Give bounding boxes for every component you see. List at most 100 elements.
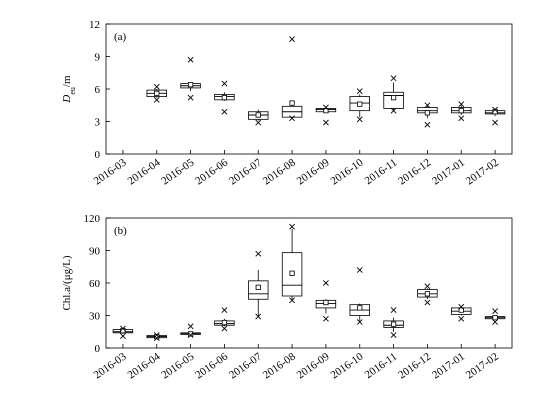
outlier-stroke: [356, 116, 363, 123]
mean-marker: [323, 299, 329, 306]
x-tick-label: 2016-07: [227, 350, 264, 381]
outlier-marker: [289, 223, 296, 230]
mean-marker: [357, 101, 363, 107]
y-axis-label: Chl.a/(μg/L): [61, 255, 73, 310]
outlier-marker: [322, 315, 329, 322]
x-tick-label: 2016-05: [159, 350, 196, 381]
y-tick-label: 120: [84, 213, 101, 225]
box-2016-11: [383, 307, 404, 338]
outlier-marker: [119, 333, 126, 340]
outlier-stroke: [492, 319, 499, 325]
mean-marker: [255, 112, 261, 118]
outlier-marker: [153, 83, 160, 90]
box-rect: [248, 280, 269, 300]
outlier-stroke: [255, 250, 262, 257]
x-tick-label: 2016-10: [329, 350, 366, 381]
outlier-marker: [289, 36, 296, 43]
box-2016-08: [281, 36, 303, 122]
mean-marker: [424, 291, 431, 297]
outlier-stroke: [390, 75, 397, 82]
mean-marker: [255, 284, 261, 290]
outlier-stroke: [153, 96, 160, 103]
x-tick-label: 2016-08: [261, 350, 298, 381]
outlier-stroke: [492, 308, 499, 315]
outlier-stroke: [255, 119, 262, 126]
mean-marker: [154, 90, 160, 96]
outlier-stroke: [187, 332, 194, 338]
y-tick-label: 6: [95, 84, 101, 96]
y-tick-label: 9: [95, 52, 101, 64]
outlier-stroke: [119, 333, 126, 340]
panel-a: 0369122016-032016-042016-052016-062016-0…: [61, 19, 513, 188]
y-tick-label: 0: [95, 149, 101, 161]
outlier-stroke: [458, 115, 465, 122]
outlier-marker: [221, 108, 228, 115]
x-tick-label: 2016-08: [261, 156, 298, 187]
outlier-marker: [492, 106, 499, 113]
box-2016-07: [248, 250, 269, 320]
x-tick-label: 2017-02: [464, 157, 501, 188]
x-tick-label: 2017-01: [430, 157, 467, 188]
outlier-stroke: [356, 319, 363, 325]
outlier-stroke: [289, 223, 296, 230]
outlier-marker: [390, 75, 397, 82]
mean-marker: [323, 108, 329, 114]
outlier-stroke: [322, 315, 329, 322]
x-tick-label: 2016-03: [92, 350, 129, 381]
outlier-marker: [322, 280, 329, 286]
outlier-marker: [492, 319, 499, 325]
box-2017-01: [451, 101, 472, 122]
y-tick-label: 90: [89, 246, 101, 258]
outlier-marker: [221, 307, 228, 314]
box-2016-05: [180, 323, 201, 338]
outlier-stroke: [289, 115, 296, 122]
outlier-marker: [458, 101, 465, 108]
outlier-stroke: [356, 267, 363, 273]
outlier-stroke: [322, 119, 329, 126]
outlier-stroke: [153, 83, 160, 90]
outlier-marker: [255, 119, 262, 126]
x-tick-label: 2016-07: [227, 156, 264, 187]
x-tick-label: 2016-12: [396, 351, 433, 382]
box-rect: [383, 91, 404, 109]
outlier-stroke: [119, 325, 126, 332]
x-tick-label: 2016-04: [126, 350, 163, 381]
outlier-stroke: [322, 104, 329, 111]
box-2016-12: [417, 102, 438, 128]
outlier-stroke: [255, 313, 262, 320]
y-tick-label: 0: [95, 343, 101, 355]
outlier-marker: [356, 116, 363, 123]
outlier-stroke: [187, 94, 194, 101]
box-2017-02: [484, 308, 506, 325]
x-tick-label: 2016-06: [193, 350, 230, 381]
outlier-marker: [187, 323, 194, 330]
box-2016-05: [180, 56, 201, 101]
outlier-marker: [289, 115, 296, 122]
mean-marker: [390, 95, 397, 101]
panel-label: (a): [114, 31, 127, 43]
outlier-marker: [458, 115, 465, 122]
box-2016-09: [315, 280, 337, 322]
box-2016-04: [146, 83, 167, 103]
outlier-marker: [424, 102, 431, 109]
outlier-marker: [424, 299, 431, 306]
x-tick-label: 2017-01: [430, 351, 467, 382]
box-2017-01: [451, 303, 472, 322]
x-tick-label: 2016-11: [363, 351, 400, 382]
outlier-stroke: [458, 101, 465, 108]
mean-marker: [187, 331, 194, 337]
outlier-marker: [187, 94, 194, 101]
outlier-stroke: [492, 119, 499, 126]
outlier-marker: [119, 325, 126, 332]
outlier-marker: [153, 335, 160, 342]
mean-marker: [458, 108, 464, 114]
outlier-stroke: [390, 332, 397, 338]
outlier-marker: [289, 297, 296, 304]
y-tick-label: 60: [89, 278, 101, 290]
panel-b: 03060901202016-032016-042016-052016-0620…: [61, 213, 513, 382]
outlier-stroke: [187, 323, 194, 330]
outlier-marker: [221, 80, 228, 87]
x-tick-label: 2016-10: [329, 156, 366, 187]
box-2016-10: [349, 88, 370, 123]
